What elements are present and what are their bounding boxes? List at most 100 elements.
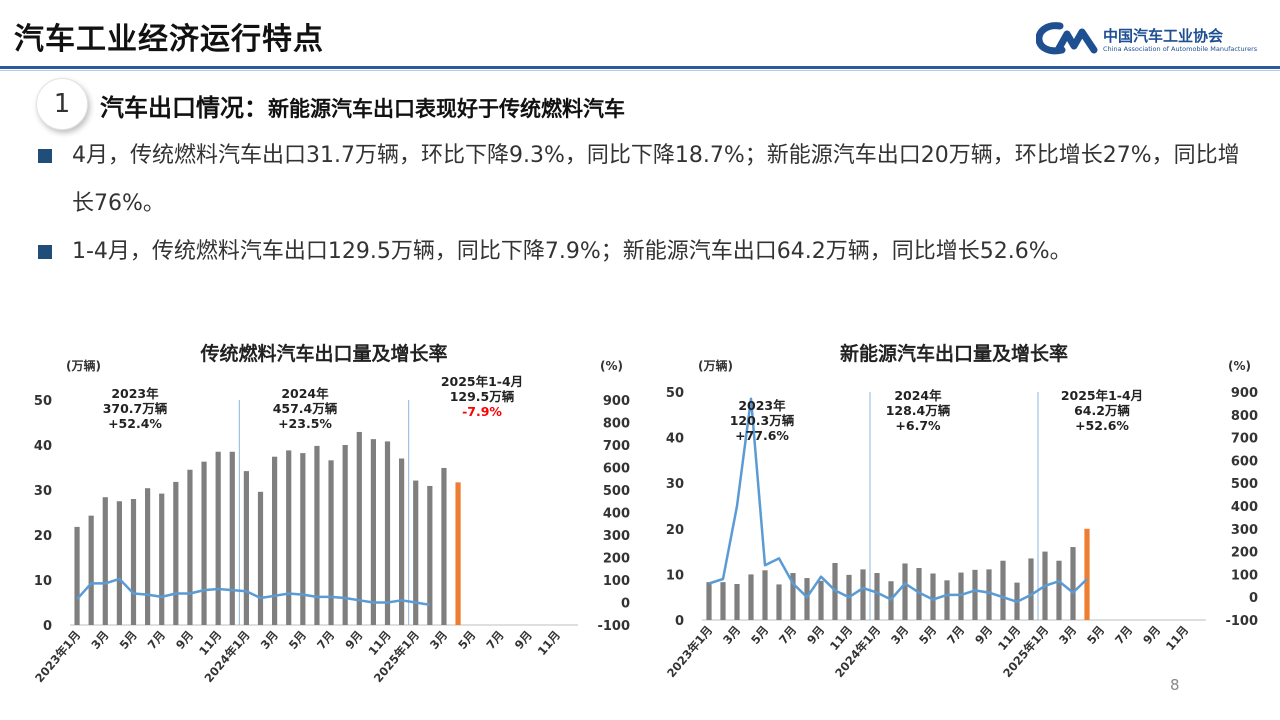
bar bbox=[215, 451, 221, 625]
bullet-item: 1-4月，传统燃料汽车出口129.5万辆，同比下降7.9%；新能源汽车出口64.… bbox=[38, 228, 1258, 276]
x-tick-label: 9月 bbox=[173, 628, 196, 652]
bar bbox=[145, 488, 151, 625]
x-tick-label: 9月 bbox=[342, 628, 365, 652]
bar bbox=[314, 445, 320, 625]
y2-tick-label: 400 bbox=[1231, 500, 1258, 515]
growth-rate-line bbox=[708, 397, 1088, 604]
x-tick-label: 7月 bbox=[314, 628, 337, 652]
bar bbox=[748, 574, 754, 620]
x-tick-label: 3月 bbox=[888, 623, 911, 647]
bar bbox=[1056, 560, 1062, 620]
bar bbox=[972, 569, 978, 620]
annotation-text: 2024年 bbox=[281, 386, 329, 401]
bar bbox=[130, 499, 137, 625]
bar bbox=[1084, 528, 1090, 620]
bar bbox=[243, 471, 249, 625]
y-tick-label: 0 bbox=[43, 619, 52, 634]
chart-traditional-fuel-exports: 传统燃料汽车出口量及增长率 (万辆) (%) 0 10 20 30 40 50 -100 0 100 2… bbox=[32, 342, 630, 685]
bar bbox=[257, 491, 264, 625]
annotation-text: +77.6% bbox=[735, 428, 789, 443]
bar bbox=[1070, 547, 1076, 620]
bar bbox=[790, 573, 796, 620]
header-rule bbox=[0, 66, 1280, 69]
y-tick-label: 30 bbox=[34, 484, 52, 499]
page-number: 8 bbox=[1170, 676, 1180, 694]
x-tick-label: 7月 bbox=[944, 623, 967, 647]
cam-logo: 中国汽车工业协会 China Association of Automobile… bbox=[1035, 22, 1272, 60]
bar bbox=[399, 458, 405, 625]
bar bbox=[916, 568, 922, 620]
bar bbox=[201, 461, 207, 625]
annotation-text: 129.5万辆 bbox=[450, 389, 515, 404]
y2-tick-label: 500 bbox=[603, 484, 630, 499]
x-tick-label: 9月 bbox=[804, 623, 827, 647]
x-tick-label: 3月 bbox=[1056, 623, 1079, 647]
x-tick-label: 11月 bbox=[535, 628, 563, 658]
annotation-text: 120.3万辆 bbox=[730, 413, 795, 428]
y2-tick-label: 100 bbox=[603, 574, 630, 589]
annotation-text: 2025年1-4月 bbox=[1061, 388, 1143, 403]
x-tick-label: 11月 bbox=[1163, 623, 1191, 653]
bar bbox=[74, 526, 80, 625]
y-tick-label: 20 bbox=[666, 523, 684, 538]
bar bbox=[804, 578, 810, 620]
x-tick-label: 5月 bbox=[117, 628, 140, 652]
y-axis-unit-right: (%) bbox=[1228, 359, 1251, 373]
bar bbox=[720, 582, 726, 620]
annotation-text: +52.6% bbox=[1075, 418, 1129, 433]
x-tick-label: 5月 bbox=[455, 628, 478, 652]
bar bbox=[441, 467, 447, 625]
y-tick-label: 50 bbox=[666, 386, 684, 401]
bullet-text: 1-4月，传统燃料汽车出口129.5万辆，同比下降7.9%；新能源汽车出口64.… bbox=[72, 239, 1072, 264]
x-tick-label: 2023年1月 bbox=[664, 623, 715, 680]
y2-tick-label: 500 bbox=[1231, 477, 1258, 492]
y-tick-label: 10 bbox=[666, 568, 684, 583]
x-tick-label: 2023年1月 bbox=[32, 628, 83, 685]
x-tick-label: 7月 bbox=[1112, 623, 1135, 647]
logo-text-en: China Association of Automobile Manufact… bbox=[1103, 45, 1258, 53]
bar bbox=[300, 453, 306, 625]
y2-tick-label: 900 bbox=[1231, 386, 1258, 401]
bar bbox=[413, 480, 419, 625]
x-tick-label: 3月 bbox=[720, 623, 743, 647]
bar bbox=[734, 583, 740, 620]
y2-tick-label: 300 bbox=[1231, 523, 1258, 538]
bar bbox=[860, 569, 866, 620]
y-axis-unit-left: (万辆) bbox=[66, 358, 101, 373]
bar bbox=[1000, 560, 1006, 620]
x-tick-label: 5月 bbox=[916, 623, 939, 647]
bullet-square-icon bbox=[38, 149, 52, 163]
y2-tick-label: 400 bbox=[603, 507, 630, 522]
bar bbox=[776, 584, 782, 620]
bar bbox=[370, 439, 376, 625]
x-tick-label: 5月 bbox=[748, 623, 771, 647]
bar bbox=[173, 481, 179, 625]
y-tick-label: 50 bbox=[34, 394, 52, 409]
x-tick-label: 3月 bbox=[88, 628, 111, 652]
x-tick-label: 7月 bbox=[483, 628, 506, 652]
bar bbox=[159, 493, 165, 625]
bar bbox=[818, 580, 824, 620]
y2-tick-label: 700 bbox=[603, 439, 630, 454]
y2-tick-label: 900 bbox=[603, 394, 630, 409]
y-tick-label: 40 bbox=[666, 432, 684, 447]
chart-nev-exports: 新能源汽车出口量及增长率 (万辆) (%) 0 10 20 30 40 50 -100 0 100 20… bbox=[664, 342, 1258, 680]
y2-tick-label: 200 bbox=[1231, 546, 1258, 561]
x-tick-label: 9月 bbox=[972, 623, 995, 647]
y-tick-label: 20 bbox=[34, 529, 52, 544]
page-title: 汽车工业经济运行特点 bbox=[14, 22, 324, 57]
bullet-text: 4月，传统燃料汽车出口31.7万辆，环比下降9.3%，同比下降18.7%；新能源… bbox=[72, 143, 1240, 216]
x-tick-label: 9月 bbox=[1140, 623, 1163, 647]
y2-tick-label: 300 bbox=[603, 529, 630, 544]
bar bbox=[286, 450, 292, 625]
annotation-text: +6.7% bbox=[895, 418, 941, 433]
annotation-text: -7.9% bbox=[462, 404, 502, 419]
x-tick-label: 3月 bbox=[258, 628, 281, 652]
bar bbox=[706, 582, 712, 620]
bar bbox=[874, 573, 880, 620]
section-heading: 汽车出口情况：新能源汽车出口表现好于传统燃料汽车 bbox=[100, 88, 625, 123]
bar bbox=[762, 570, 768, 620]
chart-title: 传统燃料汽车出口量及增长率 bbox=[199, 342, 447, 365]
logo-text-cn: 中国汽车工业协会 bbox=[1103, 27, 1224, 45]
bullet-item: 4月，传统燃料汽车出口31.7万辆，环比下降9.3%，同比下降18.7%；新能源… bbox=[38, 132, 1258, 228]
